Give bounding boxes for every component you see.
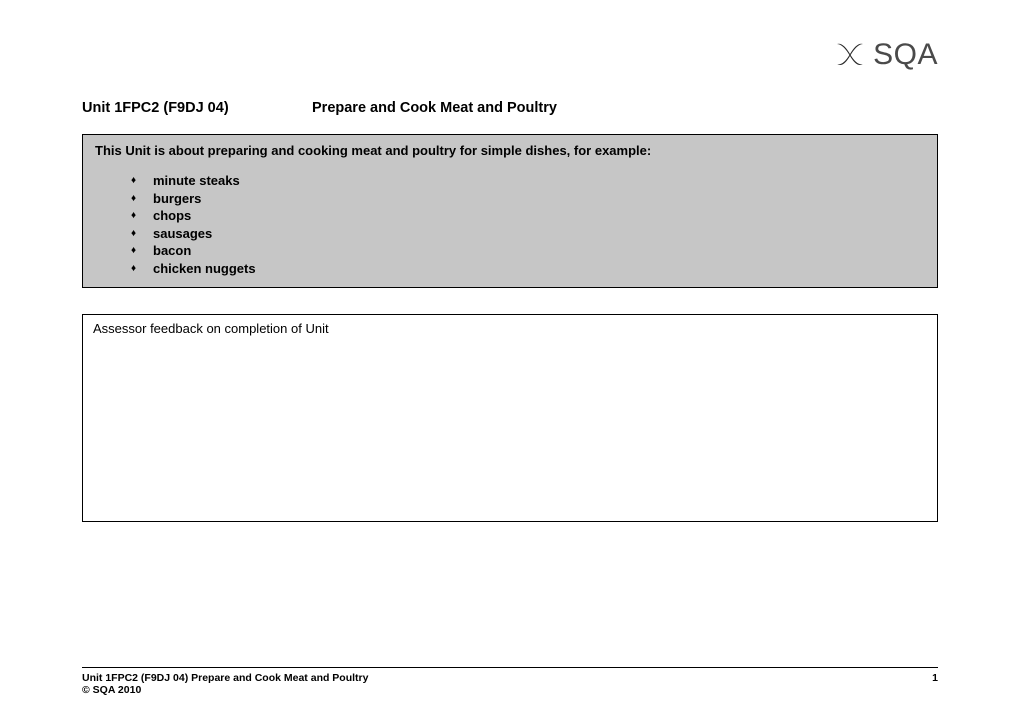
document-page: SQA Unit 1FPC2 (F9DJ 04) Prepare and Coo… [0,0,1020,720]
footer-row: Unit 1FPC2 (F9DJ 04) Prepare and Cook Me… [82,672,938,684]
footer-divider [82,667,938,668]
sqa-logo: SQA [833,38,938,72]
page-footer: Unit 1FPC2 (F9DJ 04) Prepare and Cook Me… [82,667,938,696]
unit-name: Prepare and Cook Meat and Poultry [312,100,557,116]
feedback-label: Assessor feedback on completion of Unit [93,321,329,336]
examples-list: minute steaks burgers chops sausages bac… [95,172,925,277]
list-item: burgers [153,190,925,208]
unit-title-row: Unit 1FPC2 (F9DJ 04) Prepare and Cook Me… [82,100,938,116]
list-item: sausages [153,225,925,243]
list-item: minute steaks [153,172,925,190]
logo-text: SQA [873,38,938,72]
unit-description-box: This Unit is about preparing and cooking… [82,134,938,288]
unit-code: Unit 1FPC2 (F9DJ 04) [82,100,312,116]
list-item: bacon [153,242,925,260]
footer-copyright: © SQA 2010 [82,684,938,696]
list-item: chops [153,207,925,225]
description-intro: This Unit is about preparing and cooking… [95,143,925,158]
page-number: 1 [932,672,938,684]
footer-unit-ref: Unit 1FPC2 (F9DJ 04) Prepare and Cook Me… [82,672,368,684]
list-item: chicken nuggets [153,260,925,278]
logo-container: SQA [82,38,938,72]
saltire-icon [833,38,867,72]
assessor-feedback-box: Assessor feedback on completion of Unit [82,314,938,522]
